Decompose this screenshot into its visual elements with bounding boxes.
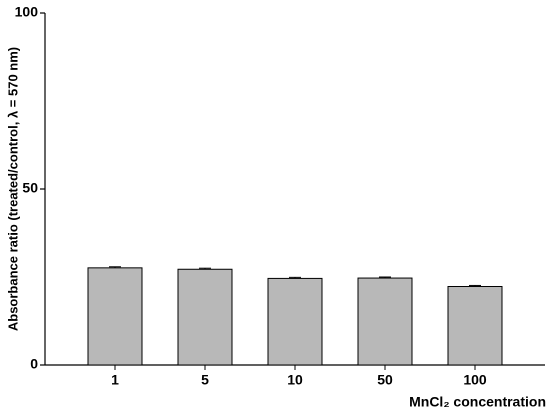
x-tick-label: 10: [287, 372, 303, 388]
y-tick-label: 100: [15, 4, 39, 20]
x-tick-label: 100: [463, 372, 487, 388]
x-axis-label: MnCl₂ concentration: [409, 394, 546, 410]
y-axis-label: Absorbance ratio (treated/control, λ = 5…: [5, 47, 20, 331]
y-tick-label: 0: [30, 356, 38, 372]
bar: [267, 277, 323, 366]
x-tick-label: 50: [377, 372, 393, 388]
bar: [177, 268, 233, 366]
x-tick-label: 1: [111, 372, 119, 388]
bar: [447, 286, 503, 366]
x-tick-label: 5: [201, 372, 209, 388]
bar: [87, 267, 143, 366]
bar: [357, 277, 413, 366]
y-tick-label: 50: [22, 180, 38, 196]
